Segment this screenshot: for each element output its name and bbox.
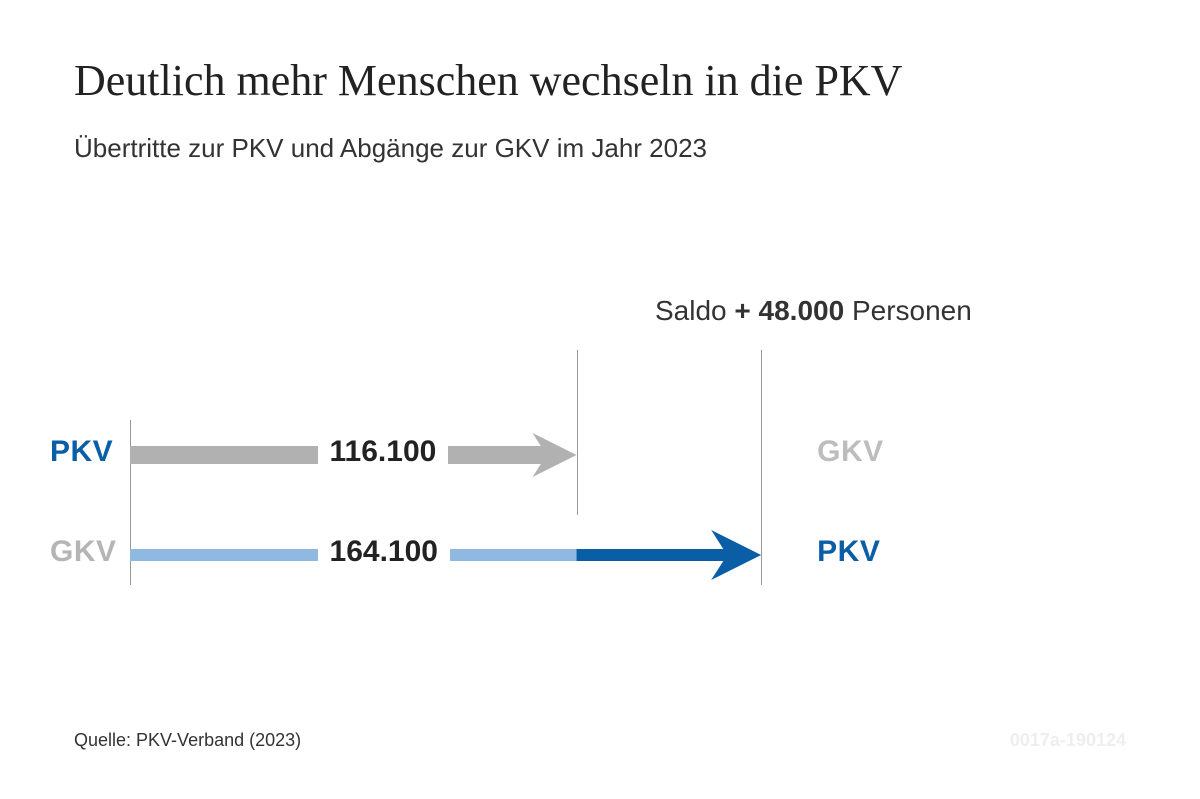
saldo-label: Saldo + 48.000 Personen <box>655 295 972 327</box>
saldo-suffix: Personen <box>852 295 972 326</box>
row1-left-label: PKV <box>50 435 113 469</box>
image-id-label: 0017a-190124 <box>1010 730 1126 751</box>
row2-left-label: GKV <box>50 535 117 569</box>
row1-right-label: GKV <box>817 435 884 469</box>
page: Deutlich mehr Menschen wechseln in die P… <box>0 0 1200 799</box>
row1-value-label: 116.100 <box>318 435 449 469</box>
saldo-value: + 48.000 <box>734 295 844 326</box>
row2-right-label: PKV <box>817 535 880 569</box>
page-subtitle: Übertritte zur PKV und Abgänge zur GKV i… <box>74 133 1126 164</box>
saldo-prefix: Saldo <box>655 295 727 326</box>
row2-value-label: 164.100 <box>318 535 450 569</box>
page-title: Deutlich mehr Menschen wechseln in die P… <box>74 56 1126 107</box>
source-label: Quelle: PKV-Verband (2023) <box>74 730 301 751</box>
